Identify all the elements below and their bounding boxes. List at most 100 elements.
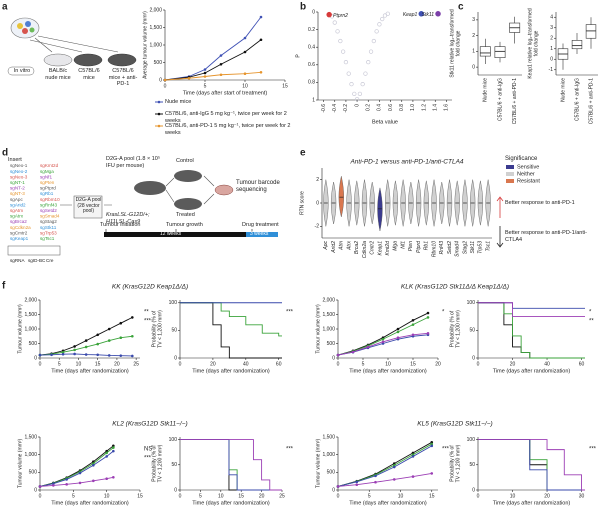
x-tick-label: 0.4 [377,104,383,111]
panel-label: e [300,148,306,159]
note: Better response to anti-PD-1/anti-CTLA4 [505,230,587,243]
guide-label: sgTsc1 [40,236,55,241]
data-point [374,29,379,34]
data-point [107,339,111,342]
y-tick-label: 100 [169,437,178,443]
cell [25,21,31,27]
x-tick-label: 10 [398,493,404,499]
data-point [96,342,99,346]
x-tick-label: 0 [179,361,182,367]
data-point [131,316,134,319]
x-tick-label: 15 [410,361,416,367]
data-point [119,354,123,357]
duration-label: 3 weeks [250,231,269,237]
y-tick-label: -2 [315,224,320,230]
data-point [38,485,42,488]
guide-label: sgStk11 [40,225,57,230]
y-tick-label: 2,000 [24,297,37,303]
arrow [29,35,119,53]
guide-label: sgTrp53 [40,230,57,235]
x-tick-label: 0 [354,104,360,107]
y-axis-label: TV < 1,200 mm³) [157,310,163,348]
x-tick-label: -0.2 [343,104,349,113]
significance: *** [286,310,294,316]
category-label: Atm [339,241,345,251]
chart-title: KL5 (KrasG12D Stk11−/−) [417,421,492,428]
legend-label: Nude mice [165,99,192,105]
data-point [355,483,359,487]
category-label: Apc [323,241,329,251]
data-point [84,339,88,342]
y-tick-label: 1,500 [322,312,335,318]
data-point [360,82,365,87]
x-tick-label: 10 [104,493,110,499]
label-pill [7,66,35,76]
y-tick-label: 0 [34,487,37,493]
data-point [105,451,108,455]
significance: ** [144,310,149,316]
genotype-label: KrasLSL-G12D/+; H11LSL-Cas9 [106,212,150,225]
data-point [374,480,377,484]
category-label: Rb1 [424,241,430,250]
data-point [430,444,434,448]
survival-curve [478,302,585,309]
data-point [52,484,55,487]
legend-swatch [506,172,514,176]
point-label: Keap1 [403,12,418,18]
data-point [112,446,115,449]
category-label: Rnf43 [439,241,445,255]
x-tick-label: 0.6 [388,104,394,111]
timeline-tick [105,229,253,232]
arrow [165,175,215,205]
guide-label: sgRb1 [40,191,54,196]
survival-curve [180,439,282,491]
guide-label: sgStag2 [40,219,57,224]
data-point [38,353,42,357]
x-axis-label: Beta value [372,119,398,125]
y-tick-label: 1 [550,46,553,52]
chart-title: KK (KrasG12D Keap1Δ/Δ) [112,284,188,291]
y-tick-label: 1,000 [322,452,335,458]
guide-label: sgMga [40,169,54,174]
x-tick-label: 0 [337,361,340,367]
category-label: Rbm10 [431,241,437,257]
series-line [164,16,262,81]
data-point [78,481,82,485]
data-point [411,323,415,326]
data-point [371,38,376,44]
point-label: Ptprn2 [333,13,348,19]
cell [17,23,23,29]
x-tick-label: 0.2 [366,104,372,111]
data-point [112,449,115,453]
data-point [219,62,223,66]
data-point [396,336,400,340]
survival-curve [180,302,282,337]
y-tick-label: 0 [174,487,177,493]
mouse [43,53,73,67]
x-axis-label: Time (days after randomization) [192,500,270,506]
schematic-a [7,17,137,76]
category-label: Stk11 [470,241,476,254]
y-tick-label: 1,500 [149,25,162,31]
category-label: Mga [393,241,399,251]
guide-label: sgCdkn2a [10,225,31,230]
y-tick-label: 0.4 [308,45,315,51]
data-point [259,38,263,42]
guide-label: sgSmad4 [40,214,60,219]
y-tick-label: 50 [171,328,177,334]
data-point [107,327,111,331]
legend-label: Neither [517,171,535,177]
survival-curve [478,439,585,491]
data-point [380,16,385,22]
category-label: Nf1 [400,241,406,249]
series-line [39,445,114,487]
pool-box [73,195,103,219]
data-point [112,475,115,479]
data-point [219,54,223,57]
data-point [366,60,371,65]
survival-curve [180,439,282,491]
chart-title: KL2 (KrasG12D Stk11−/−) [112,421,187,428]
y-tick-label: 0 [34,355,37,361]
data-point [411,455,415,458]
y-tick-label: 2 [316,177,319,183]
